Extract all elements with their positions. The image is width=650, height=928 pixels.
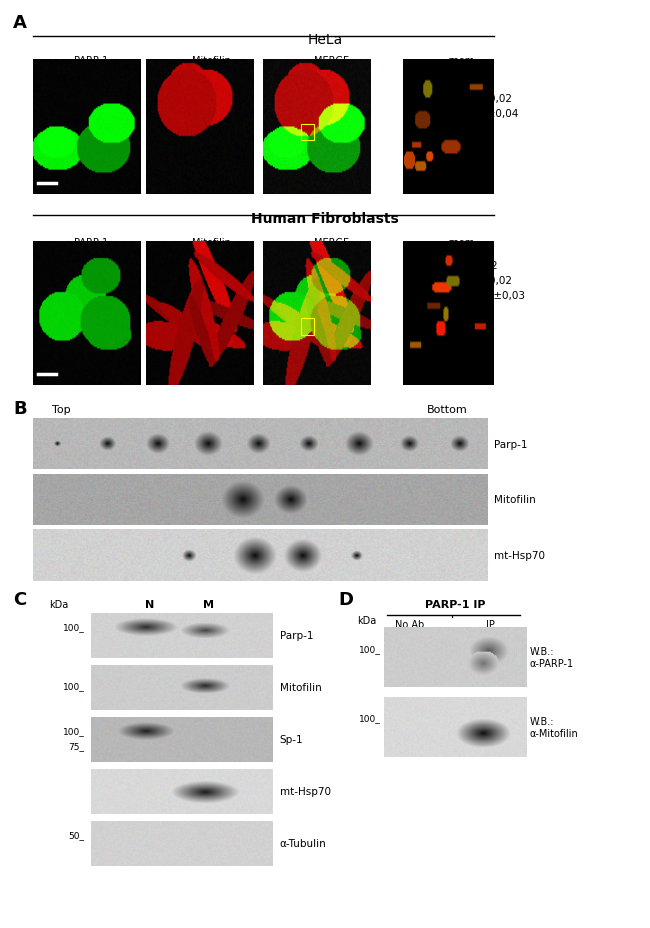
Text: Human Fibroblasts: Human Fibroblasts <box>251 212 399 226</box>
Text: 100_: 100_ <box>63 623 84 631</box>
Text: D: D <box>338 590 353 608</box>
Text: MERGE: MERGE <box>314 56 349 66</box>
Text: mt-Hsp70: mt-Hsp70 <box>280 787 330 796</box>
Text: W.B.:
α-Mitofilin: W.B.: α-Mitofilin <box>530 715 578 739</box>
Text: Mitofilin: Mitofilin <box>192 238 231 248</box>
Text: No Ab: No Ab <box>395 619 424 629</box>
Text: mt-Hsp70: mt-Hsp70 <box>494 550 545 561</box>
Text: A: A <box>13 14 27 32</box>
Text: kDa: kDa <box>49 599 68 610</box>
Text: C: C <box>13 590 26 608</box>
Text: Parp-1: Parp-1 <box>494 439 528 449</box>
Text: zoom: zoom <box>448 56 474 66</box>
Text: PARP-1: PARP-1 <box>74 56 108 66</box>
Text: α-Tubulin: α-Tubulin <box>280 839 326 848</box>
Text: 100_: 100_ <box>63 681 84 690</box>
Text: Sp-1: Sp-1 <box>280 735 303 744</box>
Text: zoom: zoom <box>448 238 474 248</box>
Text: 100_: 100_ <box>63 727 84 735</box>
Text: 75_: 75_ <box>68 741 84 751</box>
Text: 100_: 100_ <box>359 644 380 653</box>
Text: PARP-1: PARP-1 <box>74 238 108 248</box>
Text: Parp-1: Parp-1 <box>280 631 313 640</box>
Text: W.B.:
α-PARP-1: W.B.: α-PARP-1 <box>530 646 574 669</box>
Text: Rr = 0,4±0,07
Mred = 0,93±0,02
Mgreen = 0,7±0,04: Rr = 0,4±0,07 Mred = 0,93±0,02 Mgreen = … <box>416 79 519 119</box>
Text: Mitofilin: Mitofilin <box>280 683 321 692</box>
Bar <box>301 318 314 336</box>
Text: PARP-1 IP: PARP-1 IP <box>424 599 486 610</box>
Text: 50_: 50_ <box>68 831 84 839</box>
Text: Mitofilin: Mitofilin <box>192 56 231 66</box>
Text: 100_: 100_ <box>359 714 380 723</box>
Text: B: B <box>13 400 27 418</box>
Text: IP: IP <box>486 619 495 629</box>
Text: Mitofilin: Mitofilin <box>494 495 536 505</box>
Text: N: N <box>145 599 154 610</box>
Text: M: M <box>203 599 213 610</box>
Text: MERGE: MERGE <box>314 238 349 248</box>
Text: Bottom: Bottom <box>427 405 468 415</box>
Text: Rr = 0,52±0,12
Mred = 0,97±0,02
Mgreen = 0,88±0,03: Rr = 0,52±0,12 Mred = 0,97±0,02 Mgreen =… <box>416 261 525 301</box>
Text: HeLa: HeLa <box>307 32 343 46</box>
Text: kDa: kDa <box>358 615 377 625</box>
Bar <box>301 125 314 141</box>
Text: Top: Top <box>52 405 71 415</box>
